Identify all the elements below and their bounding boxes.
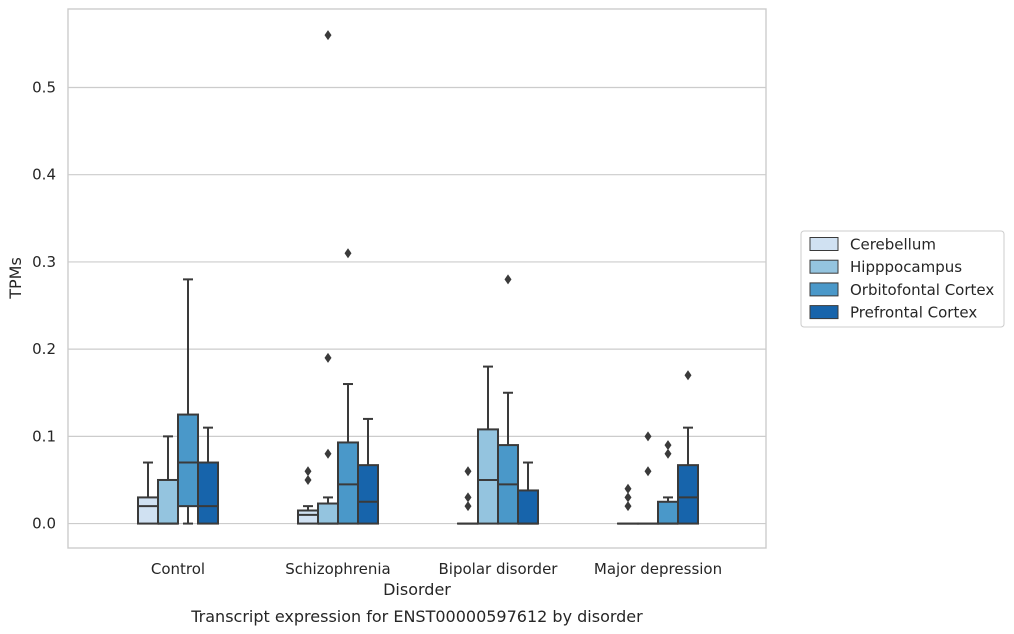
legend-frame: [800, 230, 1005, 328]
box-iqr: [157, 478, 179, 525]
x-tick-label: Control: [151, 560, 205, 578]
outlier-point: [304, 466, 312, 477]
outlier-point: [684, 370, 692, 381]
outlier-point: [464, 466, 472, 477]
outlier-point: [324, 30, 332, 41]
box-iqr: [477, 428, 499, 525]
legend-label: Hipppocampus: [850, 258, 962, 276]
legend-item: Cerebellum: [809, 236, 936, 254]
box-iqr: [177, 413, 199, 508]
box-prefrontal-cortex: [197, 426, 219, 525]
grid-lines: [68, 86, 766, 525]
box-groups: [137, 30, 699, 525]
box-iqr: [677, 464, 699, 525]
box-cerebellum: [617, 483, 639, 525]
box-prefrontal-cortex: [677, 370, 699, 525]
outlier-point: [464, 501, 472, 512]
legend-swatch: [809, 282, 839, 297]
outlier-point: [344, 248, 352, 259]
y-tick-label: 0.0: [32, 515, 56, 533]
outlier-point: [624, 492, 632, 503]
box-hipppocampus: [477, 365, 499, 525]
box-orbitofontal-cortex: [497, 274, 519, 525]
outlier-point: [324, 448, 332, 459]
box-orbitofontal-cortex: [657, 440, 679, 525]
box-iqr: [337, 441, 359, 525]
box-iqr: [657, 500, 679, 525]
x-tick-label: Bipolar disorder: [439, 560, 559, 578]
legend-label: Cerebellum: [850, 236, 936, 254]
y-tick-label: 0.5: [32, 78, 56, 96]
box-cerebellum: [137, 461, 159, 525]
y-tick-label: 0.2: [32, 340, 56, 358]
box-iqr: [137, 496, 159, 525]
x-tick-label: Major depression: [594, 560, 722, 578]
outlier-point: [304, 474, 312, 485]
outlier-point: [464, 492, 472, 503]
x-axis-title: Disorder: [383, 580, 451, 599]
box-hipppocampus: [637, 431, 659, 525]
legend: Cerebellum Hipppocampus Orbitofontal Corte…: [800, 230, 1005, 328]
box-iqr: [297, 509, 319, 525]
chart-caption: Transcript expression for ENST0000059761…: [190, 607, 643, 626]
outlier-point: [324, 352, 332, 363]
legend-swatch: [809, 259, 839, 274]
box-iqr: [357, 464, 379, 525]
legend-label: Orbitofontal Cortex: [850, 281, 994, 299]
outlier-point: [504, 274, 512, 285]
x-tick-label: Schizophrenia: [285, 560, 390, 578]
plot-frame: [67, 8, 767, 549]
box-orbitofontal-cortex: [337, 248, 359, 525]
legend-item: Prefrontal Cortex: [809, 304, 977, 322]
box-cerebellum: [457, 466, 479, 525]
y-tick-labels: 0.0 0.1 0.2 0.3 0.4 0.5: [32, 78, 56, 532]
box-hipppocampus: [157, 435, 179, 525]
box-prefrontal-cortex: [517, 461, 539, 525]
legend-swatch: [809, 237, 839, 251]
box-iqr: [197, 461, 219, 525]
outlier-point: [664, 448, 672, 459]
legend-item: Orbitofontal Cortex: [809, 281, 994, 299]
y-axis-title: TPMs: [6, 257, 25, 300]
x-tick-labels: Control Schizophrenia Bipolar disorder Majo…: [151, 560, 722, 578]
legend-item: Hipppocampus: [809, 258, 962, 276]
outlier-point: [624, 483, 632, 494]
box-cerebellum: [297, 466, 319, 525]
legend-swatch: [809, 305, 839, 320]
box-orbitofontal-cortex: [177, 278, 199, 525]
outlier-point: [624, 501, 632, 512]
box-iqr: [517, 489, 539, 525]
box-iqr: [317, 502, 339, 525]
y-tick-label: 0.3: [32, 253, 56, 271]
outlier-point: [644, 431, 652, 442]
legend-label: Prefrontal Cortex: [850, 304, 977, 322]
y-tick-label: 0.1: [32, 427, 56, 445]
y-tick-label: 0.4: [32, 166, 56, 184]
outlier-point: [664, 440, 672, 451]
outlier-point: [644, 466, 652, 477]
box-hipppocampus: [317, 30, 339, 525]
box-prefrontal-cortex: [357, 417, 379, 525]
